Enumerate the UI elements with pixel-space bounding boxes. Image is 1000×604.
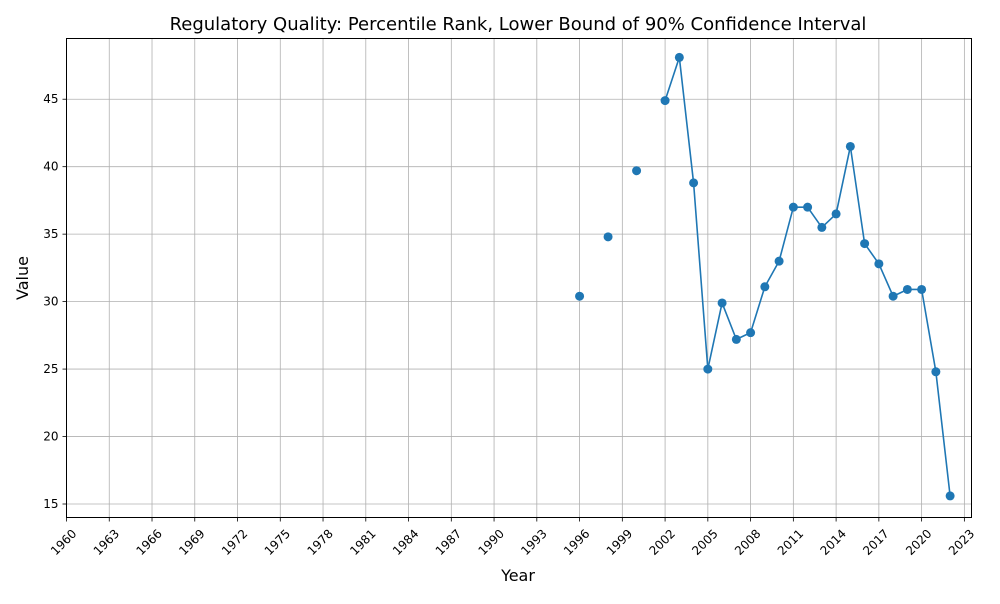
x-axis-ticks: 1960 1963 1966 1969 1972 1975 1978 1981 1984 1987… xyxy=(48,517,977,558)
y-tick-label: 20 xyxy=(43,430,58,444)
series-line-segment xyxy=(920,288,937,373)
x-tick-label: 2023 xyxy=(946,527,977,558)
data-point xyxy=(803,202,813,212)
series-line-segment xyxy=(664,56,681,102)
data-point xyxy=(632,166,642,176)
x-tick-label: 2005 xyxy=(689,527,720,558)
data-point xyxy=(660,96,670,106)
data-point xyxy=(674,52,684,62)
data-point xyxy=(902,284,912,294)
y-tick-label: 45 xyxy=(43,92,58,106)
chart-title: Regulatory Quality: Percentile Rank, Low… xyxy=(170,14,867,35)
data-point xyxy=(831,209,841,219)
y-axis-ticks: 15 20 25 30 35 40 45 xyxy=(43,92,67,511)
x-tick-label: 1987 xyxy=(433,527,464,558)
series-line-segment xyxy=(749,285,766,334)
data-point xyxy=(689,178,699,188)
x-tick-label: 1993 xyxy=(518,527,549,558)
grid xyxy=(66,38,972,518)
y-tick-label: 15 xyxy=(43,497,58,511)
x-tick-label: 2020 xyxy=(903,527,934,558)
data-point xyxy=(845,141,855,151)
data-point xyxy=(575,291,585,301)
series-line-segment xyxy=(764,260,780,288)
y-tick-label: 25 xyxy=(43,362,58,376)
x-tick-label: 2014 xyxy=(818,527,849,558)
x-axis-label: Year xyxy=(500,566,535,585)
x-tick-label: 1963 xyxy=(91,527,122,558)
x-tick-label: 1969 xyxy=(176,527,207,558)
x-tick-label: 1990 xyxy=(475,527,506,558)
x-tick-label: 2017 xyxy=(860,527,891,558)
series-plot xyxy=(575,52,955,501)
y-axis-label: Value xyxy=(13,256,32,300)
data-point xyxy=(603,232,613,242)
data-point xyxy=(731,334,741,344)
data-point xyxy=(788,202,798,212)
y-tick-label: 35 xyxy=(43,227,58,241)
x-tick-label: 1966 xyxy=(133,527,164,558)
plot-frame xyxy=(66,38,972,518)
x-tick-label: 1960 xyxy=(48,527,79,558)
data-point xyxy=(874,259,884,269)
series-line-segment xyxy=(692,182,709,370)
data-point xyxy=(888,291,898,301)
x-tick-label: 1984 xyxy=(390,527,421,558)
x-tick-label: 1975 xyxy=(262,527,293,558)
series-line-segment xyxy=(778,206,795,262)
series-line-segment xyxy=(878,263,894,298)
data-point xyxy=(917,284,927,294)
y-tick-label: 40 xyxy=(43,160,58,174)
data-point xyxy=(717,298,727,308)
data-point xyxy=(860,239,870,249)
series-line-segment xyxy=(935,370,951,497)
x-tick-label: 1972 xyxy=(219,527,250,558)
series-line-segment xyxy=(849,145,866,245)
x-tick-label: 1981 xyxy=(347,527,378,558)
data-point xyxy=(760,282,770,292)
series-line-segment xyxy=(678,56,695,184)
data-point xyxy=(703,364,713,374)
series-line-segment xyxy=(835,145,852,215)
data-point xyxy=(817,222,827,232)
x-tick-label: 2011 xyxy=(775,527,806,558)
x-tick-label: 2002 xyxy=(646,527,677,558)
y-tick-label: 30 xyxy=(43,295,58,309)
series-line-segment xyxy=(707,302,723,370)
x-tick-label: 1999 xyxy=(604,527,635,558)
x-tick-label: 2008 xyxy=(732,527,763,558)
data-point xyxy=(774,256,784,266)
x-tick-label: 1978 xyxy=(304,527,335,558)
x-tick-label: 1996 xyxy=(561,527,592,558)
series-line-segment xyxy=(721,302,738,341)
data-point xyxy=(945,491,955,501)
data-point xyxy=(931,367,941,377)
data-point xyxy=(746,328,756,338)
